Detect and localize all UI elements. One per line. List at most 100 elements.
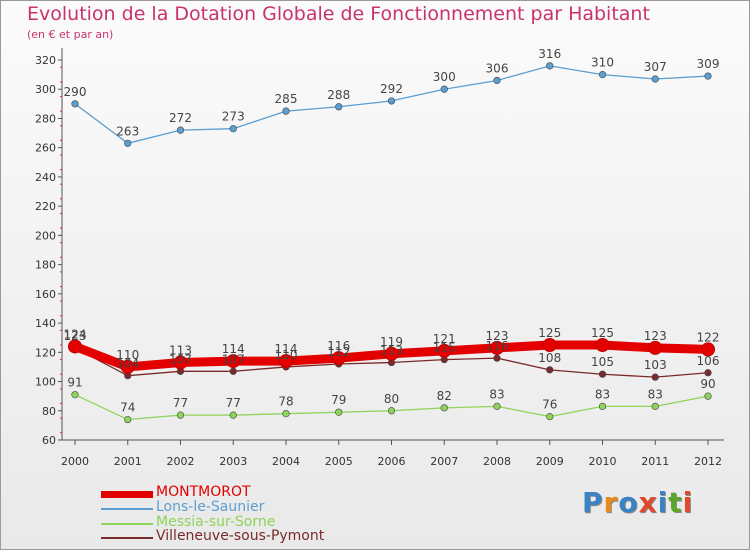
data-label-montmorot: 122: [697, 330, 720, 344]
data-point-messia-sur-sorne: [387, 407, 396, 415]
data-point-lons-le-saunier: [229, 125, 237, 133]
series-line-lons-le-saunier: [74, 65, 709, 144]
data-label-lons-le-saunier: 316: [538, 47, 561, 61]
data-label-messia-sur-sorne: 76: [542, 398, 557, 412]
data-label-montmorot: 116: [327, 339, 350, 353]
y-tick-label: 220: [35, 200, 56, 213]
data-label-lons-le-saunier: 307: [644, 60, 667, 74]
legend-label: MONTMOROT: [156, 484, 251, 500]
data-point-lons-le-saunier: [71, 100, 79, 108]
legend-swatch: [101, 523, 153, 525]
data-label-messia-sur-sorne: 77: [173, 396, 188, 410]
legend-swatch: [101, 508, 153, 510]
data-point-lons-le-saunier: [282, 107, 290, 115]
data-label-lons-le-saunier: 285: [275, 92, 298, 106]
data-point-montmorot: [384, 346, 399, 361]
data-label-montmorot: 121: [433, 332, 456, 346]
data-point-villeneuve-sous-pymont: [493, 354, 501, 362]
data-label-messia-sur-sorne: 83: [648, 387, 663, 401]
data-label-villeneuve-sous-pymont: 105: [591, 355, 614, 369]
data-point-lons-le-saunier: [493, 76, 501, 85]
data-label-villeneuve-sous-pymont: 110: [275, 348, 298, 362]
data-label-villeneuve-sous-pymont: 108: [538, 351, 561, 365]
data-point-montmorot: [173, 355, 188, 370]
data-point-lons-le-saunier: [704, 72, 712, 80]
x-tick-label: 2010: [589, 455, 617, 468]
y-tick-label: 200: [35, 229, 56, 242]
data-label-messia-sur-sorne: 74: [120, 401, 135, 415]
y-tick-label: 140: [35, 317, 56, 330]
y-tick-label: 280: [35, 112, 56, 125]
data-point-lons-le-saunier: [335, 103, 343, 111]
data-point-messia-sur-sorne: [440, 404, 448, 412]
data-label-montmorot: 125: [591, 326, 614, 340]
data-label-montmorot: 123: [644, 329, 667, 343]
data-label-montmorot: 119: [380, 335, 403, 349]
y-tick-label: 180: [35, 259, 56, 272]
proxiti-logo: Proxiti: [582, 486, 694, 519]
data-point-messia-sur-sorne: [598, 402, 607, 410]
data-label-lons-le-saunier: 292: [380, 82, 403, 96]
data-point-lons-le-saunier: [176, 126, 185, 134]
data-label-messia-sur-sorne: 82: [437, 389, 452, 403]
data-label-montmorot: 125: [538, 326, 561, 340]
data-label-montmorot: 110: [116, 348, 139, 362]
data-label-montmorot: 114: [222, 342, 245, 356]
x-tick-label: 2001: [114, 455, 142, 468]
data-label-lons-le-saunier: 300: [433, 70, 456, 84]
legend-label: Messia-sur-Sorne: [156, 514, 276, 530]
data-label-messia-sur-sorne: 83: [595, 387, 610, 401]
data-point-messia-sur-sorne: [71, 391, 79, 399]
y-tick-label: 100: [35, 376, 56, 389]
data-label-villeneuve-sous-pymont: 107: [222, 352, 245, 366]
legend-swatch: [101, 537, 153, 539]
y-tick-label: 300: [35, 83, 56, 96]
data-label-lons-le-saunier: 290: [64, 85, 87, 99]
data-point-villeneuve-sous-pymont: [229, 367, 237, 375]
data-point-messia-sur-sorne: [229, 411, 237, 419]
x-tick-label: 2005: [325, 455, 353, 468]
x-tick-label: 2000: [61, 455, 89, 468]
data-label-montmorot: 114: [275, 342, 298, 356]
data-point-montmorot: [120, 359, 135, 374]
y-tick-label: 320: [35, 54, 56, 67]
data-point-montmorot: [279, 354, 293, 369]
data-point-montmorot: [490, 340, 504, 355]
x-tick-label: 2009: [536, 455, 564, 468]
data-point-lons-le-saunier: [546, 62, 554, 70]
data-point-montmorot: [226, 354, 241, 369]
x-tick-label: 2012: [694, 455, 722, 468]
data-label-messia-sur-sorne: 77: [226, 396, 241, 410]
data-point-montmorot: [437, 343, 452, 358]
data-label-messia-sur-sorne: 80: [384, 392, 399, 406]
y-tick-label: 260: [35, 142, 56, 155]
data-label-montmorot: 124: [64, 327, 87, 341]
data-label-montmorot: 113: [169, 344, 192, 358]
data-label-villeneuve-sous-pymont: 113: [380, 344, 403, 358]
chart-subtitle: (en € et par an): [27, 28, 114, 41]
x-tick-label: 2002: [167, 455, 195, 468]
data-point-lons-le-saunier: [598, 71, 607, 79]
data-point-villeneuve-sous-pymont: [651, 373, 659, 381]
x-tick-label: 2007: [430, 455, 458, 468]
x-tick-label: 2011: [641, 455, 669, 468]
data-point-lons-le-saunier: [440, 85, 448, 93]
data-point-messia-sur-sorne: [651, 402, 659, 410]
data-label-lons-le-saunier: 309: [697, 57, 720, 71]
data-point-messia-sur-sorne: [124, 415, 132, 424]
data-point-montmorot: [701, 342, 715, 357]
data-point-villeneuve-sous-pymont: [704, 369, 712, 377]
data-point-messia-sur-sorne: [546, 413, 554, 421]
data-point-lons-le-saunier: [387, 97, 396, 105]
data-label-villeneuve-sous-pymont: 106: [697, 354, 720, 368]
x-tick-label: 2006: [378, 455, 406, 468]
data-label-lons-le-saunier: 288: [327, 88, 350, 102]
data-point-lons-le-saunier: [651, 75, 659, 83]
legend-label: Villeneuve-sous-Pymont: [156, 528, 325, 544]
data-label-messia-sur-sorne: 79: [331, 393, 346, 407]
x-tick-label: 2003: [219, 455, 247, 468]
x-tick-label: 2008: [483, 455, 511, 468]
data-label-lons-le-saunier: 263: [116, 124, 139, 138]
chart-title: Evolution de la Dotation Globale de Fonc…: [27, 3, 650, 25]
